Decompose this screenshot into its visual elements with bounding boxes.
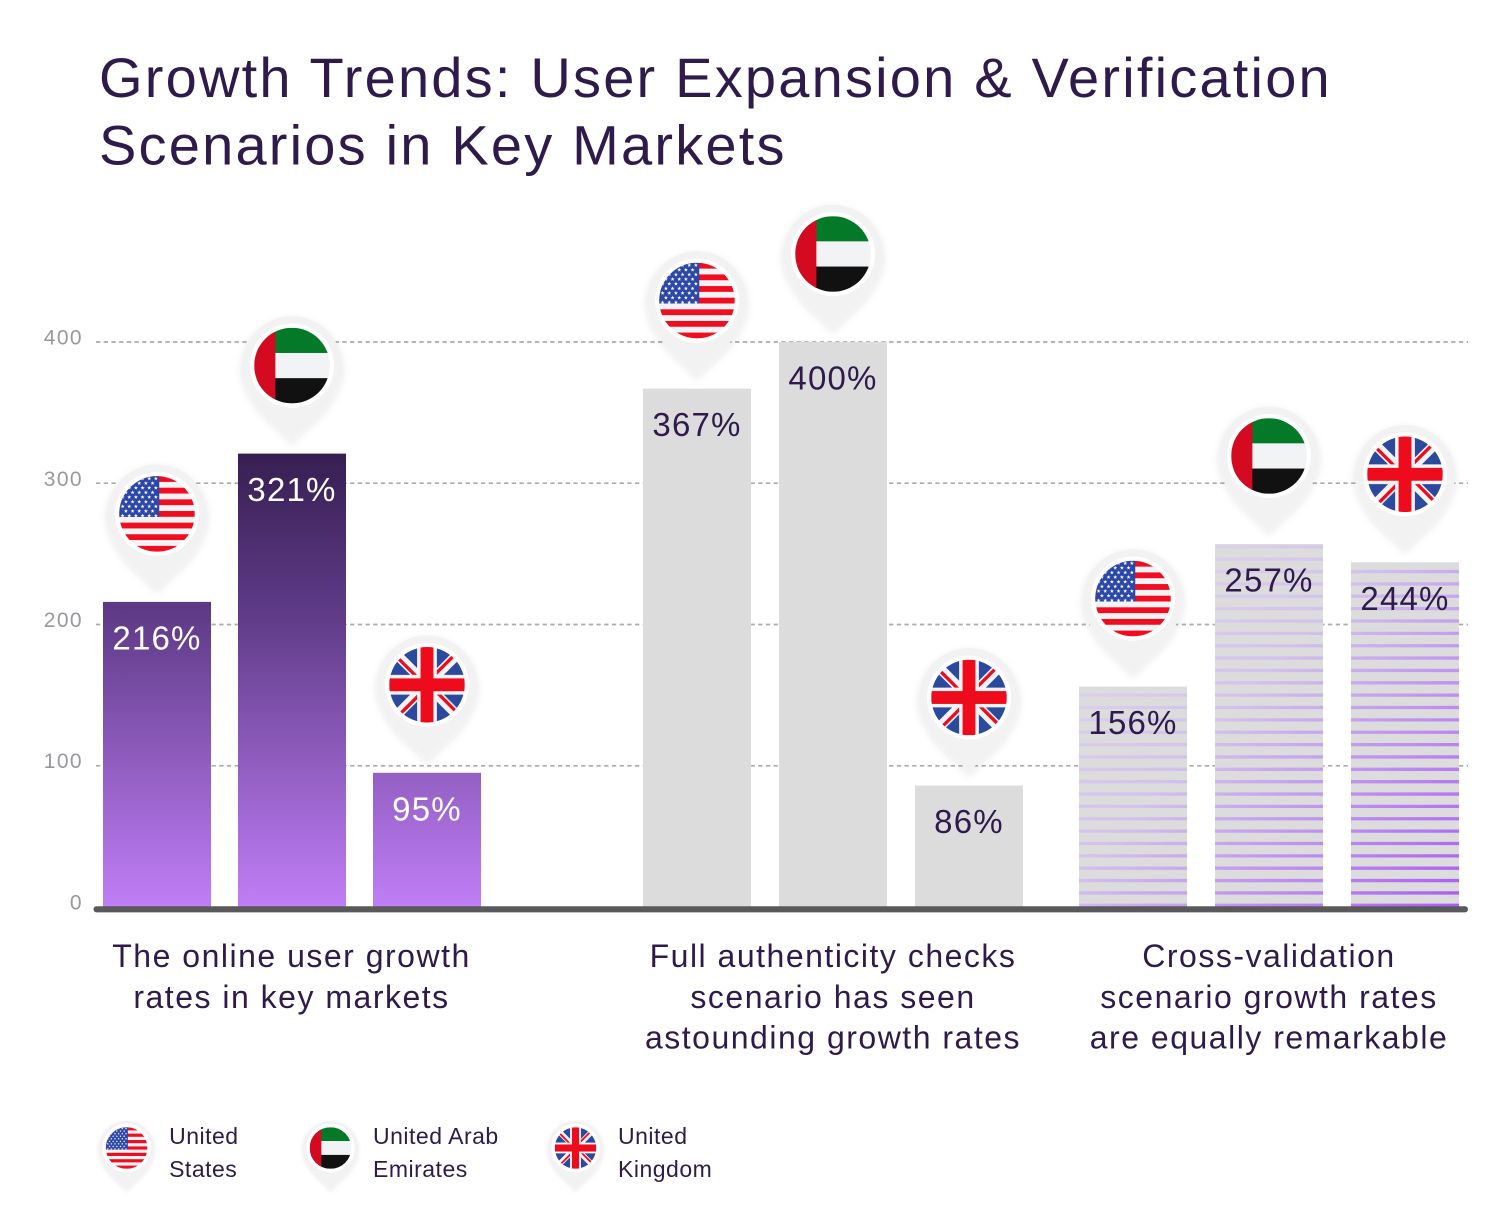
svg-text:367%: 367%	[652, 406, 741, 443]
svg-text:Cross-validation: Cross-validation	[1142, 938, 1395, 974]
svg-text:86%: 86%	[934, 803, 1004, 840]
svg-text:States: States	[169, 1156, 237, 1182]
svg-text:257%: 257%	[1224, 562, 1313, 599]
svg-text:95%: 95%	[392, 790, 462, 827]
svg-text:Full authenticity checks: Full authenticity checks	[650, 938, 1017, 974]
svg-text:astounding growth rates: astounding growth rates	[645, 1020, 1021, 1056]
svg-text:United Arab: United Arab	[373, 1123, 499, 1149]
svg-text:400%: 400%	[788, 360, 877, 397]
svg-text:Scenarios in Key Markets: Scenarios in Key Markets	[99, 114, 787, 177]
svg-text:244%: 244%	[1360, 580, 1449, 617]
svg-text:United: United	[618, 1123, 687, 1149]
svg-text:United: United	[169, 1123, 238, 1149]
svg-text:Kingdom: Kingdom	[618, 1156, 712, 1182]
svg-text:rates in key markets: rates in key markets	[133, 979, 449, 1015]
svg-text:are equally remarkable: are equally remarkable	[1090, 1020, 1449, 1056]
svg-text:200: 200	[44, 609, 83, 632]
svg-text:The online user growth: The online user growth	[112, 938, 471, 974]
svg-text:100: 100	[44, 750, 83, 773]
svg-text:0: 0	[70, 892, 83, 915]
svg-text:216%: 216%	[112, 619, 201, 656]
svg-text:Growth Trends: User Expansion: Growth Trends: User Expansion & Verifica…	[99, 46, 1332, 109]
svg-text:156%: 156%	[1088, 704, 1177, 741]
svg-text:scenario has seen: scenario has seen	[690, 979, 975, 1015]
svg-text:321%: 321%	[247, 471, 336, 508]
svg-text:Emirates: Emirates	[373, 1156, 468, 1182]
svg-text:400: 400	[44, 327, 83, 350]
svg-text:300: 300	[44, 468, 83, 491]
svg-text:scenario growth rates: scenario growth rates	[1100, 979, 1437, 1015]
